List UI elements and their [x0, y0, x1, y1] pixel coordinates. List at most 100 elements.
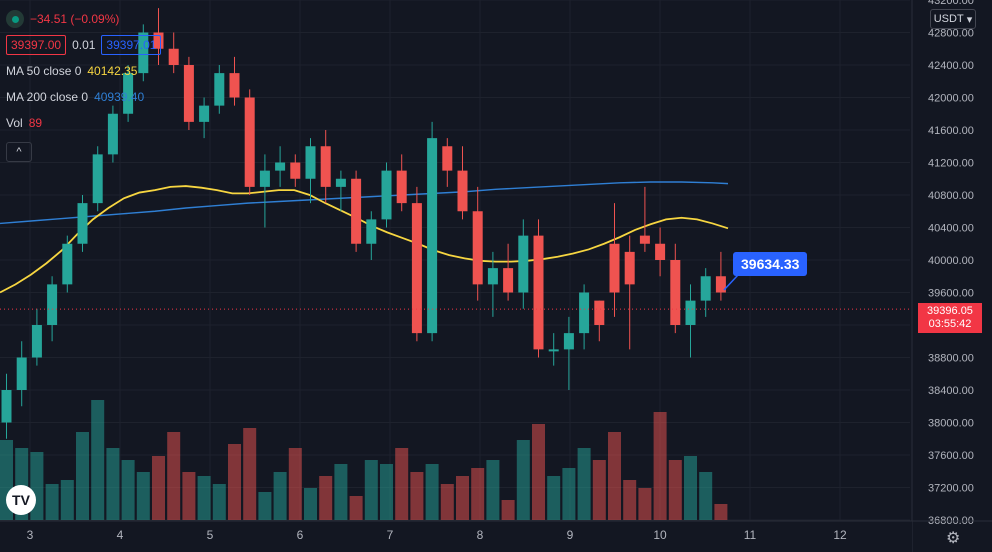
candle-body	[655, 243, 666, 260]
chevron-up-icon[interactable]: ^	[6, 142, 32, 162]
volume-bar	[638, 488, 652, 520]
volume-bar	[547, 476, 561, 520]
currency-selector[interactable]: USDT ▾	[930, 9, 976, 29]
candle-body	[639, 235, 650, 244]
sell-price-box[interactable]: 39397.00	[6, 35, 67, 55]
price-tick-label: 37600.00	[928, 450, 974, 462]
time-tick-label: 3	[27, 528, 34, 542]
price-tick-label: 39600.00	[928, 288, 974, 300]
volume-bar	[486, 460, 500, 520]
volume-bar	[516, 440, 530, 520]
tradingview-logo[interactable]: TV	[6, 485, 36, 515]
volume-bar	[60, 480, 74, 520]
volume-bar	[380, 464, 393, 520]
volume-bar	[91, 400, 105, 520]
volume-bar	[440, 484, 454, 520]
candle-body	[381, 170, 392, 220]
volume-bar	[319, 476, 333, 520]
volume-bar	[212, 484, 226, 520]
candle-body	[214, 73, 225, 106]
time-axis-bg	[0, 521, 912, 552]
time-tick-label: 5	[207, 528, 214, 542]
candle-body	[305, 146, 316, 179]
chart-legend: −34.51 (−0.09%) 39397.00 0.01 39397.01 M…	[6, 6, 162, 162]
candle-body	[290, 162, 301, 179]
volume-bar	[106, 448, 120, 520]
volume-bar	[608, 432, 621, 520]
time-tick-label: 7	[387, 528, 394, 542]
volume-bar	[668, 460, 682, 520]
volume-bar	[592, 460, 606, 520]
candle-body	[183, 65, 194, 122]
callout-pointer	[723, 274, 739, 291]
candle-body	[533, 235, 544, 350]
candle-body	[244, 97, 255, 187]
candle-body	[335, 178, 346, 187]
candle-body	[503, 268, 514, 293]
volume-bar	[304, 488, 317, 520]
gear-icon[interactable]: ⚙	[946, 530, 961, 547]
volume-bar	[349, 496, 363, 520]
candle-body	[594, 300, 605, 325]
candle-body	[107, 113, 118, 155]
volume-bar	[197, 476, 211, 520]
volume-bar	[395, 448, 409, 520]
candle-body	[351, 178, 362, 244]
volume-bar	[167, 432, 181, 520]
time-tick-label: 11	[744, 528, 757, 542]
volume-bar	[243, 428, 257, 520]
candle-body	[199, 105, 210, 122]
candle-body	[138, 32, 149, 74]
ma50-row: MA 50 close 0 40142.35	[6, 58, 161, 84]
candle-body	[518, 235, 529, 293]
candle-body	[715, 276, 726, 293]
candle-body	[579, 292, 590, 334]
currency-label: USDT	[933, 13, 964, 25]
market-status-icon	[6, 10, 24, 28]
ma200-row: MA 200 close 0 40939.40	[6, 84, 161, 110]
candle-body	[16, 357, 27, 390]
candle-body	[624, 251, 635, 285]
candle-body	[153, 32, 164, 49]
volume-bar	[532, 424, 545, 520]
price-change: −34.51 (−0.09%)	[30, 12, 120, 26]
volume-bar	[121, 460, 135, 520]
volume-row: Vol 89	[6, 110, 161, 136]
candle-body	[320, 146, 331, 187]
ma50-value: 40142.35	[87, 64, 138, 78]
price-tick-label: 42400.00	[928, 60, 974, 72]
candle-body	[62, 243, 73, 285]
volume-bar	[562, 468, 576, 520]
volume-bar	[136, 472, 150, 520]
candle-body	[366, 219, 377, 244]
volume-bar	[714, 504, 728, 520]
candle-body	[670, 260, 681, 325]
candle-body	[700, 276, 711, 301]
price-tick-label: 38800.00	[928, 353, 974, 365]
volume-bar	[699, 472, 713, 520]
bid-ask-row: 39397.00 0.01 39397.01	[6, 32, 162, 58]
volume-bar	[410, 472, 424, 520]
price-tick-label: 37200.00	[928, 483, 974, 495]
candle-body	[229, 73, 240, 98]
candle-body	[442, 146, 453, 171]
price-tick-label: 38000.00	[928, 418, 974, 430]
volume-bar	[288, 448, 302, 520]
candle-body	[472, 211, 483, 285]
candle-body	[275, 162, 286, 171]
candle-body	[487, 268, 498, 285]
volume-bar	[623, 480, 637, 520]
ma200-label: MA 200 close 0	[6, 90, 89, 104]
volume-bar	[334, 464, 348, 520]
candle-body	[259, 170, 270, 187]
price-callout: 39634.33	[733, 252, 808, 276]
volume-bar	[425, 464, 439, 520]
candle-body	[123, 73, 134, 114]
ma200-line	[0, 181, 729, 225]
price-tick-label: 42800.00	[928, 28, 974, 40]
volume-bar	[76, 432, 89, 520]
time-tick-label: 6	[297, 528, 304, 542]
buy-price-box[interactable]: 39397.01	[101, 35, 162, 55]
